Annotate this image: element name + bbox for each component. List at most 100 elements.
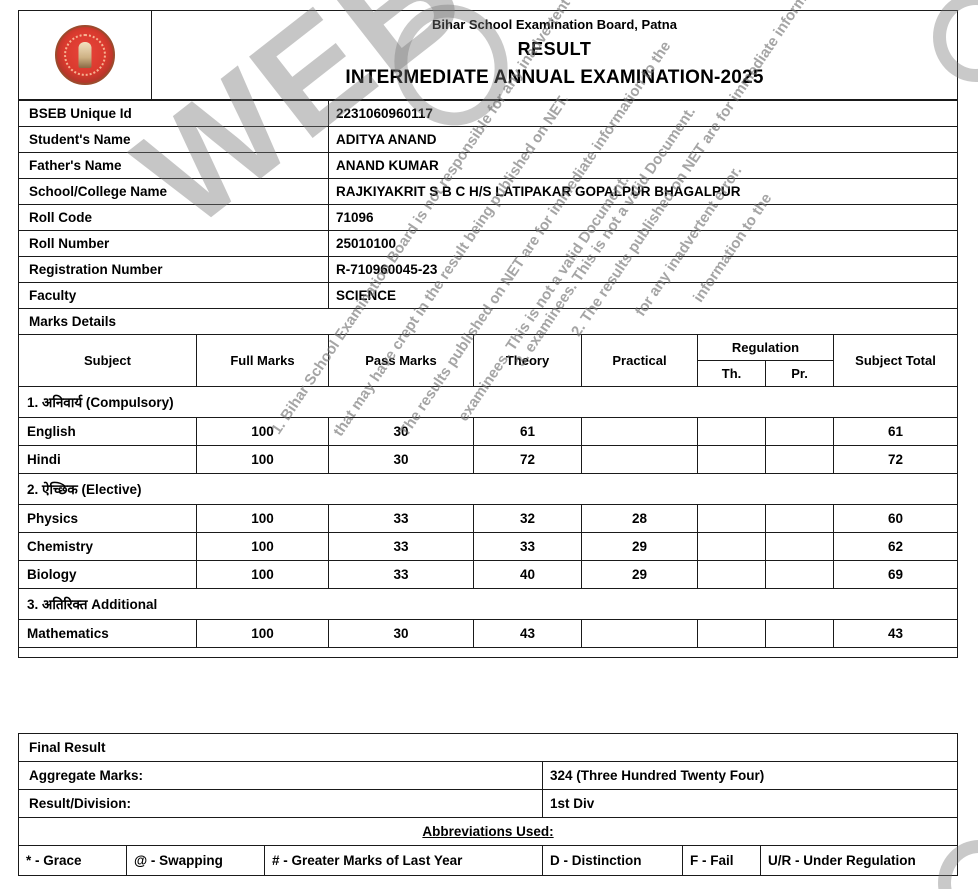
col-header-subject: Subject [18, 334, 197, 387]
result-division-value: 1st Div [542, 789, 958, 818]
info-label: Student's Name [18, 126, 329, 153]
regulation-pr [765, 417, 834, 446]
group-title: 1. अनिवार्य (Compulsory) [18, 386, 958, 418]
regulation-pr [765, 445, 834, 474]
regulation-pr [765, 532, 834, 561]
result-division-label: Result/Division: [18, 789, 543, 818]
result-division-row: Result/Division: 1st Div [18, 789, 958, 818]
info-row-roll-code: Roll Code 71096 [18, 204, 958, 231]
result-heading: RESULT [517, 39, 592, 59]
table-row: Mathematics 100 30 43 43 [18, 619, 958, 648]
practical-marks: 29 [581, 532, 698, 561]
marksheet-main-block: Bihar School Examination Board, Patna RE… [18, 10, 958, 658]
final-result-title: Final Result [18, 733, 958, 762]
theory-marks: 61 [473, 417, 582, 446]
col-header-theory: Theory [473, 334, 582, 387]
practical-marks [581, 445, 698, 474]
practical-marks: 29 [581, 560, 698, 589]
info-value: ANAND KUMAR [328, 152, 958, 179]
info-value: 71096 [328, 204, 958, 231]
info-value: R-710960045-23 [328, 256, 958, 283]
full-marks: 100 [196, 504, 329, 533]
info-row-unique-id: BSEB Unique Id 2231060960117 [18, 100, 958, 127]
marks-header-row-2: Th. Pr. [19, 360, 958, 387]
full-marks: 100 [196, 417, 329, 446]
aggregate-marks-value: 324 (Three Hundred Twenty Four) [542, 761, 958, 790]
subject-total: 69 [833, 560, 958, 589]
pass-marks: 33 [328, 560, 474, 589]
info-label: Roll Number [18, 230, 329, 257]
info-row-roll-number: Roll Number 25010100 [18, 230, 958, 257]
info-label: Father's Name [18, 152, 329, 179]
table-row: Chemistry 100 33 33 29 62 [18, 532, 958, 561]
bseb-emblem-icon [55, 25, 115, 85]
full-marks: 100 [196, 532, 329, 561]
theory-marks: 40 [473, 560, 582, 589]
abbreviation-under-regulation: U/R - Under Regulation [760, 845, 958, 876]
regulation-th [697, 532, 766, 561]
aggregate-marks-label: Aggregate Marks: [18, 761, 543, 790]
subject-name: English [18, 417, 197, 446]
subject-name: Chemistry [18, 532, 197, 561]
full-marks: 100 [196, 560, 329, 589]
group-title: 3. अतिरिक्त Additional [18, 588, 958, 620]
info-label: Registration Number [18, 256, 329, 283]
abbreviations-title-cell: Abbreviations Used: [18, 817, 958, 846]
aggregate-marks-row: Aggregate Marks: 324 (Three Hundred Twen… [18, 761, 958, 790]
regulation-th [697, 619, 766, 648]
subject-total: 72 [833, 445, 958, 474]
practical-marks [581, 619, 698, 648]
abbreviations-title-row: Abbreviations Used: [18, 817, 958, 846]
table-bottom-spacer [18, 647, 958, 658]
col-header-practical: Practical [581, 334, 698, 387]
regulation-th [697, 445, 766, 474]
col-header-pass-marks: Pass Marks [328, 334, 474, 387]
abbreviation-greater-marks: # - Greater Marks of Last Year [264, 845, 543, 876]
info-row-student-name: Student's Name ADITYA ANAND [18, 126, 958, 153]
theory-marks: 43 [473, 619, 582, 648]
info-row-registration-number: Registration Number R-710960045-23 [18, 256, 958, 283]
info-label: Faculty [18, 282, 329, 309]
full-marks: 100 [196, 619, 329, 648]
abbreviation-grace: * - Grace [18, 845, 127, 876]
practical-marks [581, 417, 698, 446]
table-row: Physics 100 33 32 28 60 [18, 504, 958, 533]
full-marks: 100 [196, 445, 329, 474]
info-row-faculty: Faculty SCIENCE [18, 282, 958, 309]
subject-total: 60 [833, 504, 958, 533]
info-row-father-name: Father's Name ANAND KUMAR [18, 152, 958, 179]
col-header-regulation-pr: Pr. [765, 360, 834, 387]
marks-details-label: Marks Details [18, 308, 958, 335]
abbreviation-swapping: @ - Swapping [126, 845, 265, 876]
group-title: 2. ऐच्छिक (Elective) [18, 473, 958, 505]
final-result-title-row: Final Result [18, 733, 958, 762]
marks-header-row-1: Subject Full Marks Pass Marks Theory Pra… [18, 334, 958, 387]
table-row: Biology 100 33 40 29 69 [18, 560, 958, 589]
regulation-pr [765, 504, 834, 533]
col-header-regulation-th: Th. [697, 360, 766, 387]
subject-name: Mathematics [18, 619, 197, 648]
practical-marks: 28 [581, 504, 698, 533]
table-row: Hindi 100 30 72 72 [18, 445, 958, 474]
regulation-pr [765, 560, 834, 589]
table-row: English 100 30 61 61 [18, 417, 958, 446]
abbreviation-fail: F - Fail [682, 845, 761, 876]
spacer-cell [18, 647, 958, 658]
subject-group-header: 1. अनिवार्य (Compulsory) [18, 386, 958, 418]
info-label: BSEB Unique Id [18, 100, 329, 127]
info-value: SCIENCE [328, 282, 958, 309]
subject-name: Physics [18, 504, 197, 533]
info-row-school-name: School/College Name RAJKIYAKRIT S B C H/… [18, 178, 958, 205]
info-value: 2231060960117 [328, 100, 958, 127]
subject-name: Hindi [18, 445, 197, 474]
col-header-full-marks: Full Marks [196, 334, 329, 387]
header-text-cell: Bihar School Examination Board, Patna RE… [151, 10, 958, 100]
subject-group-header: 3. अतिरिक्त Additional [18, 588, 958, 620]
col-header-regulation: Regulation [697, 334, 834, 361]
final-result-table: Final Result Aggregate Marks: 324 (Three… [18, 733, 958, 876]
theory-marks: 33 [473, 532, 582, 561]
pass-marks: 30 [328, 417, 474, 446]
abbreviation-distinction: D - Distinction [542, 845, 683, 876]
header-banner-table: Bihar School Examination Board, Patna RE… [18, 10, 958, 100]
subject-total: 62 [833, 532, 958, 561]
